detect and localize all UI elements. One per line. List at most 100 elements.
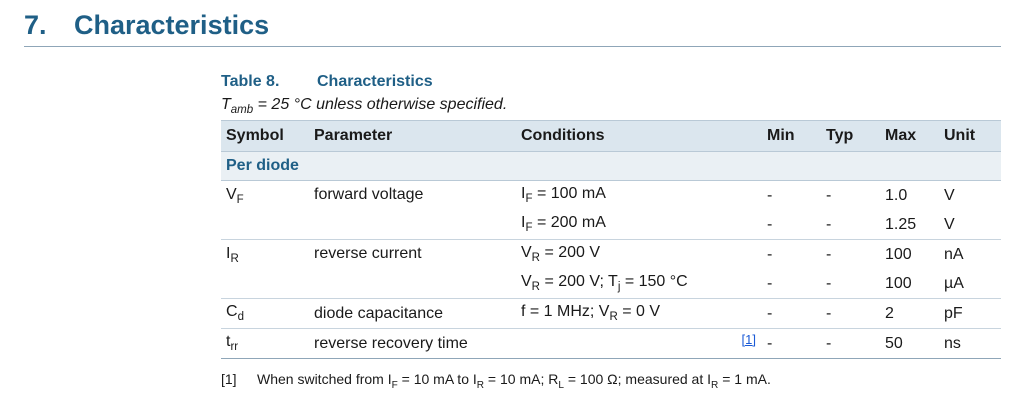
cell-typ: - (826, 186, 832, 204)
header-max: Max (880, 120, 939, 152)
table-footnote: [1] When switched from IF = 10 mA to IR =… (221, 371, 771, 391)
cell-max: 2 (880, 298, 939, 329)
cell-typ: - (821, 328, 880, 359)
symbol-subscript: R (230, 253, 239, 266)
footnote-text: = 1 mA. (718, 371, 771, 387)
cell-symbol: trr (221, 328, 309, 359)
cond-part: V (521, 273, 532, 291)
footnote-text: = 100 Ω; measured at I (563, 371, 712, 387)
cell-min: - (762, 298, 821, 329)
cell-typ: - (826, 274, 832, 292)
footnote-text: When switched from I (257, 371, 392, 387)
cond-part: f = 1 MHz; V (521, 303, 610, 321)
cond-part: = 0 V (617, 303, 661, 321)
symbol-main: I (226, 245, 231, 262)
table-row: IF = 200 mA - - 1.25 V (221, 210, 1001, 240)
header-min: Min (762, 120, 821, 152)
cell-unit: pF (939, 298, 1001, 329)
cond-part: = 150 °C (620, 273, 688, 291)
cell-unit: V (944, 186, 955, 204)
cell-parameter: reverse current (309, 239, 516, 299)
characteristics-table: Symbol Parameter Conditions Min Typ Max … (221, 120, 1001, 359)
cell-parameter: diode capacitance (309, 298, 516, 329)
cell-unit: V (944, 215, 955, 233)
section-heading: 7. Characteristics (24, 6, 1001, 47)
header-parameter: Parameter (309, 120, 516, 152)
cell-min: - (767, 186, 773, 204)
cell-symbol: Cd (221, 298, 309, 329)
symbol-main: t (226, 333, 231, 351)
cell-max: 1.0 (885, 186, 908, 204)
cond-part: I (521, 214, 526, 232)
symbol-main: V (226, 186, 237, 203)
cond-part: I (521, 185, 526, 203)
table-condition-note: Tamb = 25 °C unless otherwise specified. (221, 96, 507, 116)
cell-unit: µA (944, 274, 964, 292)
cond-subscript: F (525, 193, 533, 206)
group-label: Per diode (221, 151, 1001, 181)
cell-min: - (767, 215, 773, 233)
footnote-ref-link[interactable]: [1] (741, 332, 756, 347)
note-text: = 25 °C unless otherwise specified. (253, 96, 508, 113)
footnote-subscript: R (711, 379, 719, 391)
cond-part: V (521, 244, 532, 262)
note-symbol-subscript: amb (230, 104, 254, 117)
note-symbol: T (221, 96, 231, 113)
cond-part: = 200 V (540, 244, 601, 262)
cell-conditions: IF = 100 mA (516, 181, 762, 211)
cell-parameter: reverse recovery time (309, 328, 516, 359)
header-conditions: Conditions (516, 120, 762, 152)
cell-max: 100 (880, 239, 939, 269)
cell-parameter: forward voltage (314, 186, 424, 203)
cell-typ: - (821, 298, 880, 329)
cell-typ: - (821, 239, 880, 269)
cell-unit: ns (939, 328, 1001, 359)
cell-min: - (762, 328, 821, 359)
table-row: trr reverse recovery time [1] - - 50 ns (221, 328, 1001, 359)
cell-symbol: VF (221, 181, 309, 240)
cond-part: = 200 mA (532, 214, 606, 232)
cell-typ: - (826, 215, 832, 233)
cell-max: 100 (885, 274, 912, 292)
cell-symbol: IR (221, 239, 309, 299)
section-number: 7. (24, 10, 47, 40)
table-row: IR reverse current VR = 200 V - - 100 nA (221, 239, 1001, 299)
table-row: VR = 200 V; Tj = 150 °C - - 100 µA (221, 269, 1001, 299)
cell-conditions: [1] (516, 328, 762, 359)
cond-part: = 100 mA (532, 185, 606, 203)
symbol-subscript: F (236, 194, 244, 207)
footnote-subscript: L (558, 379, 564, 391)
table-number: Table 8. (221, 73, 280, 90)
cond-subscript: F (525, 222, 533, 235)
cond-subscript: R (531, 252, 540, 265)
table-header-row: Symbol Parameter Conditions Min Typ Max … (221, 120, 1001, 152)
footnote-mark: [1] (221, 371, 237, 387)
cond-subscript: j (617, 281, 621, 294)
header-unit: Unit (939, 120, 1001, 152)
section-title: Characteristics (74, 10, 270, 40)
cell-conditions: IF = 200 mA (516, 210, 762, 240)
cell-conditions: f = 1 MHz; VR = 0 V (516, 298, 762, 329)
table-title: Characteristics (317, 73, 433, 90)
footnote-subscript: R (476, 379, 485, 391)
cell-unit: nA (939, 239, 1001, 269)
cell-conditions: VR = 200 V; Tj = 150 °C (516, 269, 762, 299)
footnote-subscript: F (391, 379, 398, 391)
symbol-subscript: d (237, 311, 244, 324)
table-caption: Table 8. Characteristics (221, 73, 433, 91)
footnote-text: = 10 mA; R (484, 371, 559, 387)
header-typ: Typ (821, 120, 880, 152)
cell-min: - (767, 274, 773, 292)
cell-conditions: VR = 200 V (516, 239, 762, 269)
symbol-subscript: rr (230, 341, 239, 354)
footnote-text: = 10 mA to I (397, 371, 477, 387)
symbol-main: C (226, 303, 238, 321)
group-row: Per diode (221, 151, 1001, 181)
cell-max: 1.25 (885, 215, 917, 233)
table-row: Cd diode capacitance f = 1 MHz; VR = 0 V… (221, 298, 1001, 329)
cond-subscript: R (531, 281, 540, 294)
cell-min: - (762, 239, 821, 269)
cond-subscript: R (609, 311, 618, 324)
header-symbol: Symbol (221, 120, 309, 152)
cond-part: = 200 V; T (540, 273, 618, 291)
